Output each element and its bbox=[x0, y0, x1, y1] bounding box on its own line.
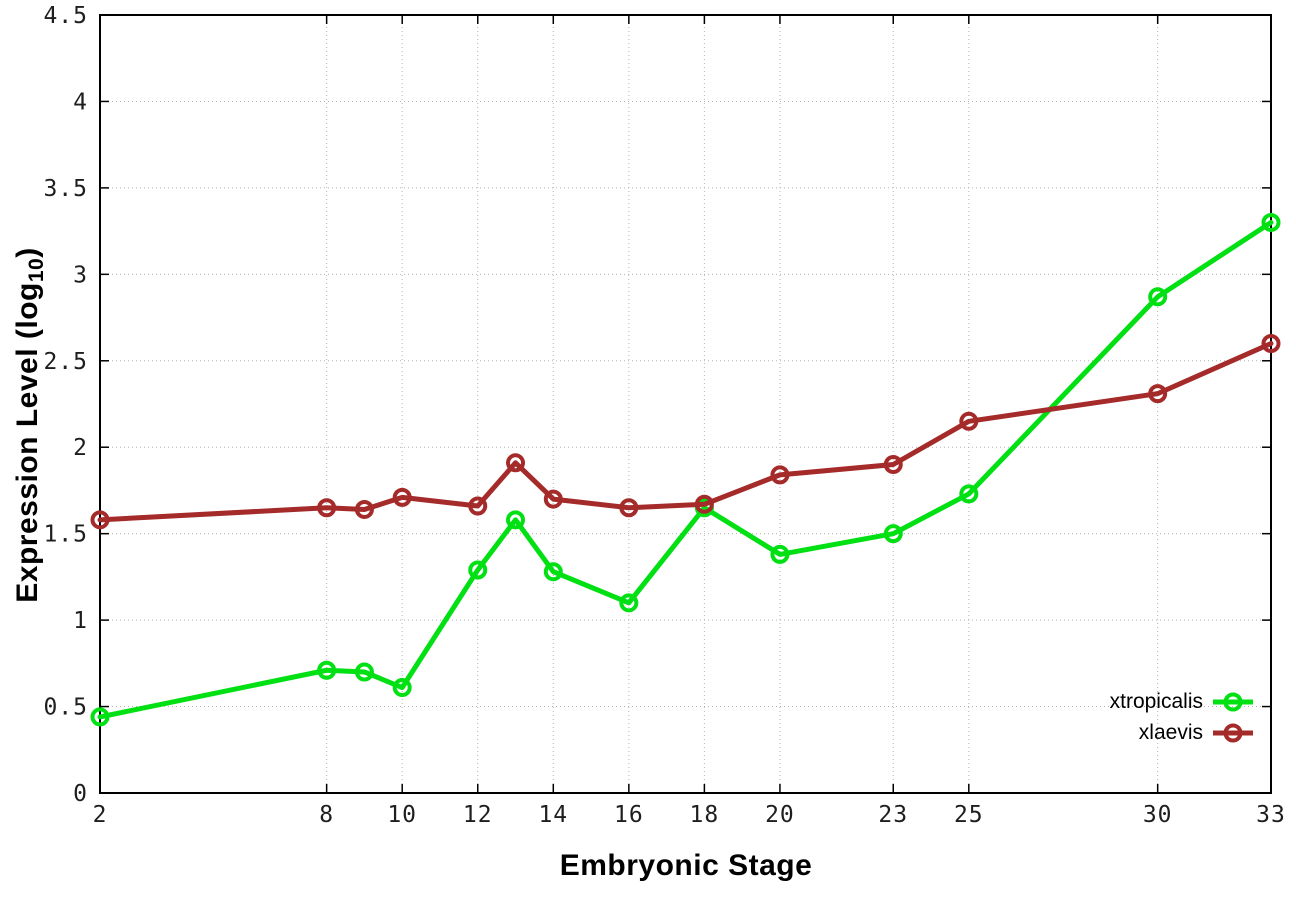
data-point-xtropicalis-30 bbox=[1148, 287, 1168, 307]
y-axis-title: Expression Level (log10) bbox=[11, 247, 49, 602]
series-line-xtropicalis bbox=[97, 219, 1274, 720]
y-axis-title-close: ) bbox=[11, 247, 44, 258]
x-tick-label-23: 23 bbox=[878, 802, 908, 828]
data-point-xlaevis-9 bbox=[354, 499, 374, 519]
data-point-xtropicalis-12 bbox=[468, 560, 488, 580]
x-tick-label-18: 18 bbox=[690, 802, 720, 828]
x-tick-label-30: 30 bbox=[1143, 802, 1173, 828]
data-point-xlaevis-13 bbox=[506, 453, 526, 473]
data-point-xlaevis-18 bbox=[694, 494, 714, 514]
y-tick-label-0.5: 0.5 bbox=[43, 695, 88, 721]
y-tick-label-4: 4 bbox=[73, 89, 88, 115]
data-point-xlaevis-14 bbox=[543, 489, 563, 509]
data-point-xlaevis-30 bbox=[1148, 384, 1168, 404]
x-axis-title: Embryonic Stage bbox=[559, 849, 813, 882]
data-point-xlaevis-25 bbox=[959, 411, 979, 431]
y-tick-label-2: 2 bbox=[73, 435, 88, 461]
x-tick-label-25: 25 bbox=[954, 802, 984, 828]
data-point-xtropicalis-25 bbox=[959, 484, 979, 504]
y-tick-label-0: 0 bbox=[73, 781, 88, 807]
y-tick-label-4.5: 4.5 bbox=[43, 3, 88, 29]
y-axis-title-text: Expression Level (log bbox=[11, 282, 44, 603]
data-point-xlaevis-16 bbox=[619, 498, 639, 518]
legend-marker-xtropicalis-icon bbox=[1213, 692, 1253, 711]
y-tick-label-1: 1 bbox=[73, 608, 88, 634]
y-tick-label-1.5: 1.5 bbox=[43, 522, 88, 548]
legend-item-xlaevis: xlaevis bbox=[1110, 717, 1254, 748]
x-tick-label-14: 14 bbox=[538, 802, 568, 828]
x-tick-label-2: 2 bbox=[93, 802, 108, 828]
data-point-xlaevis-12 bbox=[468, 496, 488, 516]
data-point-xlaevis-10 bbox=[392, 487, 412, 507]
legend-label-xtropicalis: xtropicalis bbox=[1109, 689, 1203, 713]
data-point-xtropicalis-2 bbox=[90, 707, 110, 727]
x-tick-label-20: 20 bbox=[765, 802, 795, 828]
data-point-xtropicalis-13 bbox=[506, 510, 526, 530]
x-tick-label-8: 8 bbox=[319, 802, 334, 828]
data-point-xlaevis-8 bbox=[317, 498, 337, 518]
y-tick-label-3: 3 bbox=[73, 262, 88, 288]
x-tick-label-33: 33 bbox=[1256, 802, 1286, 828]
legend-item-xtropicalis: xtropicalis bbox=[1110, 686, 1254, 717]
plot-border bbox=[99, 14, 1272, 794]
y-tick-label-3.5: 3.5 bbox=[43, 176, 88, 202]
data-point-xlaevis-33 bbox=[1261, 333, 1281, 353]
x-tick-label-16: 16 bbox=[614, 802, 644, 828]
data-point-xtropicalis-16 bbox=[619, 593, 639, 613]
data-point-xlaevis-2 bbox=[90, 510, 110, 530]
legend-label-xlaevis: xlaevis bbox=[1138, 720, 1203, 744]
data-point-xtropicalis-8 bbox=[317, 660, 337, 680]
data-point-xlaevis-20 bbox=[770, 465, 790, 485]
y-tick-label-2.5: 2.5 bbox=[43, 349, 88, 375]
data-point-xlaevis-23 bbox=[883, 455, 903, 475]
data-point-xtropicalis-9 bbox=[354, 662, 374, 682]
x-tick-label-10: 10 bbox=[387, 802, 417, 828]
data-point-xtropicalis-10 bbox=[392, 678, 412, 698]
data-point-xtropicalis-14 bbox=[543, 562, 563, 582]
x-tick-label-12: 12 bbox=[463, 802, 493, 828]
legend-marker-xlaevis-icon bbox=[1213, 723, 1253, 742]
data-point-xtropicalis-33 bbox=[1261, 212, 1281, 232]
legend: xtropicalis xlaevis bbox=[1110, 686, 1254, 748]
data-point-xtropicalis-20 bbox=[770, 544, 790, 564]
data-point-xtropicalis-23 bbox=[883, 524, 903, 544]
y-axis-title-subscript: 10 bbox=[25, 257, 48, 283]
series-line-xlaevis bbox=[97, 340, 1274, 523]
